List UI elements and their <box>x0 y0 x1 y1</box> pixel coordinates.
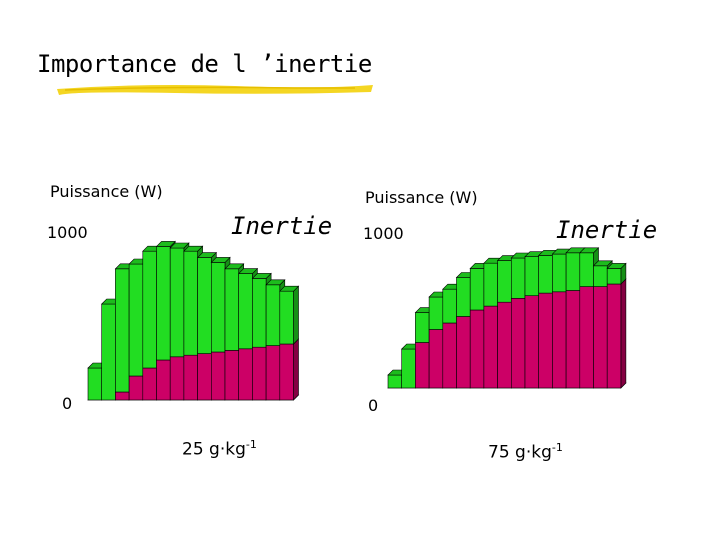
chart1-s1-bar-9 <box>197 353 212 401</box>
chart1-caption-exponent: -1 <box>245 438 257 451</box>
chart2-bar-16-top <box>592 260 613 267</box>
chart2-caption-value: 75 g <box>488 442 526 463</box>
chart1-s1-bar-10 <box>211 351 226 401</box>
chart2-s1-bar-13 <box>552 291 567 389</box>
chart2-s1-bar-17 <box>606 283 622 389</box>
chart1-s2-bar-5 <box>142 250 157 369</box>
chart1-s1-bar-12 <box>238 348 253 401</box>
chart1-s2-bar-15-side <box>293 285 299 345</box>
chart2-s1-bar-3 <box>415 342 430 389</box>
chart2-s2-bar-9 <box>497 260 512 303</box>
chart1-caption-unit: kg <box>225 439 246 460</box>
chart1-s1-bar-15 <box>279 343 294 401</box>
chart1-s2-bar-8 <box>183 250 198 356</box>
chart2-bar-15-top <box>579 247 600 254</box>
chart2-s2-bar-11 <box>524 256 539 297</box>
chart1-s1-bar-4 <box>128 375 144 401</box>
chart2-s2-bar-14 <box>565 252 581 291</box>
chart1-bar-7-top <box>169 242 190 249</box>
chart2-s1-bar-4 <box>428 329 444 389</box>
chart2-s2-bar-4 <box>428 296 444 330</box>
chart1-s1-bar-5 <box>142 367 157 401</box>
chart1-s2-bar-10 <box>211 262 226 353</box>
chart1-s2-bar-14 <box>265 284 281 346</box>
chart2-s1-bar-7 <box>469 309 485 389</box>
chart2-s1-bar-6 <box>456 316 471 389</box>
chart1-s2-bar-6 <box>156 246 171 361</box>
chart1-s2-bar-9 <box>197 257 212 354</box>
chart1-bar-11-top <box>224 263 245 270</box>
chart2-s1-bar-16 <box>593 286 608 389</box>
chart1-s2-bar-4 <box>128 263 144 377</box>
chart1-bar-9-top <box>196 252 218 258</box>
chart1-bar-8-top <box>183 245 204 252</box>
chart2-caption-dot: · <box>525 442 532 463</box>
chart2-s2-bar-3 <box>415 312 430 343</box>
chart1-caption-dot: · <box>219 439 226 460</box>
chart2-s1-bar-8 <box>483 305 498 389</box>
chart2-s2-bar-7 <box>469 268 485 311</box>
chart2-s1-bar-11 <box>524 295 539 389</box>
chart2-s1-bar-15 <box>579 286 594 389</box>
chart2-caption-unit: kg <box>531 442 552 463</box>
chart2-s2-bar-8 <box>483 262 498 307</box>
chart1-ytick-zero: 0 <box>62 394 73 413</box>
chart2-s2-bar-10 <box>510 257 526 299</box>
chart2-ytick-max: 1000 <box>363 224 404 243</box>
chart2-ytick-zero: 0 <box>368 396 379 415</box>
chart2-s2-bar-5 <box>442 288 457 324</box>
chart1-s2-bar-11 <box>224 268 239 351</box>
chart1-ytick-max: 1000 <box>47 223 88 242</box>
chart1-s1-bar-11 <box>224 350 239 401</box>
chart1-bar-10-top <box>210 257 231 263</box>
chart1-bar-15-top <box>279 285 300 292</box>
chart1-bar-13-top <box>251 273 272 279</box>
chart2-s2-bar-1 <box>387 374 402 389</box>
chart1-s1-bar-15-side <box>293 338 299 401</box>
chart2-annotation: Inertie <box>556 216 658 244</box>
chart1-s1-bar-14 <box>265 345 281 401</box>
chart1-s1-bar-13 <box>252 346 267 401</box>
chart1-bar-12-top <box>237 268 259 274</box>
chart1-s2-bar-7 <box>169 247 185 358</box>
chart1-caption-value: 25 g <box>182 439 220 460</box>
chart1-s2-bar-15 <box>279 290 294 345</box>
chart2-s1-bar-14 <box>565 290 581 389</box>
chart2-s2-bar-13 <box>552 253 567 293</box>
chart2-bar-17-top <box>606 263 627 269</box>
chart1-s2-bar-2 <box>101 303 116 401</box>
chart2-ylabel: Puissance (W) <box>365 188 478 207</box>
chart1-s1-bar-6 <box>156 359 171 401</box>
chart2-s2-bar-17 <box>606 268 622 285</box>
chart1-ylabel: Puissance (W) <box>50 182 163 201</box>
chart1-s1-bar-8 <box>183 354 198 401</box>
page-title: Importance de l ’inertie <box>37 50 372 78</box>
chart2-caption-exponent: -1 <box>551 441 563 454</box>
chart1-s1-bar-7 <box>169 356 185 401</box>
chart2-s2-bar-12 <box>538 255 553 294</box>
chart2-s1-bar-10 <box>510 297 526 389</box>
chart2-s2-bar-16 <box>593 265 608 287</box>
chart1-bar-6-top <box>155 241 176 247</box>
chart1-s1-bar-3 <box>115 391 130 401</box>
chart1-s2-bar-3 <box>115 268 130 393</box>
chart1-annotation: Inertie <box>231 212 333 240</box>
chart1-bar-14-top <box>265 279 286 286</box>
chart2-s1-bar-12 <box>538 292 553 389</box>
chart2-s1-bar-5 <box>442 322 457 389</box>
chart2-s2-bar-2 <box>401 348 416 389</box>
title-underline <box>57 85 373 95</box>
chart2-s2-bar-15 <box>579 252 594 287</box>
chart1-s2-bar-12 <box>238 273 253 350</box>
chart1-s2-bar-1 <box>87 367 102 401</box>
chart1-caption: 25 g·kg-1 <box>182 438 257 460</box>
chart2-s2-bar-6 <box>456 277 471 317</box>
chart2-caption: 75 g·kg-1 <box>488 441 563 463</box>
chart1-s2-bar-13 <box>252 278 267 348</box>
chart2-s1-bar-9 <box>497 301 512 389</box>
chart2-s1-bar-17-side <box>620 278 627 389</box>
